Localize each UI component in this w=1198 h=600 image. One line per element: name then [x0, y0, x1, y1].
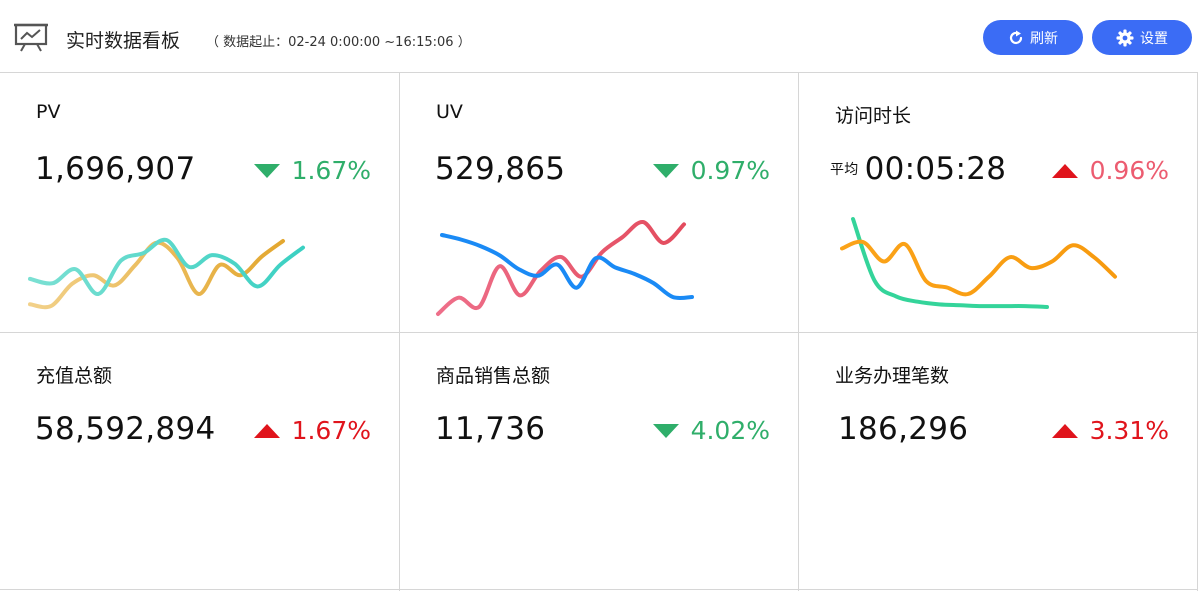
- change-percent: 3.31%: [1089, 416, 1169, 445]
- metrics-grid: PV 1,696,907 1.67% UV 529,865 0.97% 访问时长…: [0, 72, 1198, 591]
- arrow-up-icon: [1051, 423, 1078, 438]
- arrow-down-icon: [652, 423, 679, 438]
- card-title: 充值总额: [36, 365, 113, 387]
- gear-icon: [1116, 29, 1134, 46]
- data-range-text: （ 数据起止：02-24 0:00:00 ~16:15:06 ）: [206, 35, 471, 50]
- arrow-up-icon: [1051, 163, 1078, 178]
- card-title: 业务办理笔数: [835, 365, 950, 387]
- change-indicator: 1.67%: [253, 156, 371, 185]
- value-prefix: 平均: [830, 162, 859, 178]
- card-title: 商品销售总额: [436, 365, 551, 387]
- metric-card-recharge-total: 充值总额 58,592,894 1.67%: [0, 237, 399, 591]
- refresh-icon: [1009, 30, 1023, 44]
- refresh-button[interactable]: 刷新: [983, 20, 1083, 55]
- sparkline-series: [436, 220, 686, 316]
- arrow-down-icon: [652, 163, 679, 178]
- sparkline-uv: [436, 220, 686, 316]
- card-value: 58,592,894: [35, 411, 216, 447]
- sparkline-recharge: [28, 237, 305, 296]
- metric-card-uv: UV 529,865 0.97%: [399, 73, 798, 332]
- change-indicator: 0.96%: [1051, 156, 1169, 185]
- change-indicator: 3.31%: [1051, 416, 1169, 445]
- change-percent: 1.67%: [291, 416, 371, 445]
- card-title: 访问时长: [835, 105, 912, 127]
- settings-button[interactable]: 设置: [1092, 20, 1192, 55]
- change-indicator: 4.02%: [652, 416, 770, 445]
- card-title: PV: [36, 101, 61, 123]
- sparkline-visit-duration: [851, 217, 1049, 309]
- metric-card-pv: PV 1,696,907 1.67%: [0, 73, 399, 332]
- presentation-chart-icon: [14, 23, 48, 52]
- card-value: 186,296: [838, 411, 969, 447]
- arrow-up-icon: [253, 423, 280, 438]
- sparkline-series: [840, 239, 1117, 297]
- sparkline-series: [440, 233, 694, 301]
- change-percent: 0.97%: [690, 156, 770, 185]
- change-indicator: 0.97%: [652, 156, 770, 185]
- sparkline-business: [840, 239, 1117, 297]
- change-indicator: 1.67%: [253, 416, 371, 445]
- card-value: 平均 00:05:28: [830, 151, 1007, 187]
- header: 实时数据看板 （ 数据起止：02-24 0:00:00 ~16:15:06 ） …: [0, 0, 1198, 73]
- card-value: 11,736: [435, 411, 546, 447]
- change-percent: 0.96%: [1089, 156, 1169, 185]
- refresh-button-label: 刷新: [1030, 30, 1058, 47]
- settings-button-label: 设置: [1140, 30, 1168, 47]
- sparkline-pv: [28, 239, 285, 310]
- change-percent: 4.02%: [690, 416, 770, 445]
- sparkline-sales: [440, 233, 694, 301]
- change-percent: 1.67%: [291, 156, 371, 185]
- metric-card-visit-duration: 访问时长 平均 00:05:28 0.96%: [798, 73, 1198, 332]
- page-title: 实时数据看板: [66, 30, 181, 52]
- sparkline-series: [28, 237, 305, 296]
- card-value: 529,865: [435, 151, 566, 187]
- arrow-down-icon: [253, 163, 280, 178]
- metric-card-business-count: 业务办理笔数 186,296 3.31%: [798, 239, 1198, 591]
- card-title: UV: [436, 101, 463, 123]
- metric-card-sales-total: 商品销售总额 11,736 4.02%: [399, 233, 798, 591]
- sparkline-series: [851, 217, 1049, 309]
- card-value: 1,696,907: [35, 151, 196, 187]
